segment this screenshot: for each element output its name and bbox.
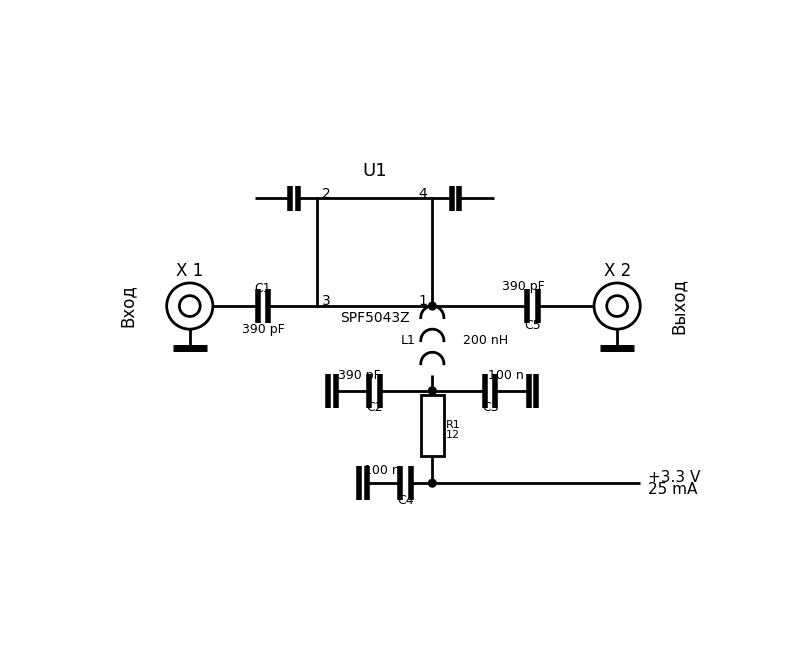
Text: Х 1: Х 1	[176, 262, 203, 280]
Text: SPF5043Z: SPF5043Z	[340, 311, 410, 325]
Text: 100 n: 100 n	[364, 463, 400, 477]
Text: 3: 3	[322, 294, 331, 309]
Text: R1: R1	[445, 420, 461, 430]
Text: C4: C4	[397, 493, 414, 507]
Text: 12: 12	[445, 430, 460, 440]
Circle shape	[607, 295, 627, 317]
Circle shape	[594, 283, 640, 329]
Text: Выход: Выход	[669, 278, 688, 334]
Text: 4: 4	[418, 187, 427, 201]
Circle shape	[429, 387, 436, 394]
Circle shape	[429, 479, 436, 487]
Circle shape	[167, 283, 213, 329]
Circle shape	[179, 295, 200, 317]
Text: 1: 1	[418, 294, 427, 309]
Text: Х 2: Х 2	[603, 262, 630, 280]
Text: L1: L1	[400, 334, 415, 347]
Text: C5: C5	[524, 319, 541, 332]
Text: U1: U1	[362, 162, 387, 181]
Text: Вход: Вход	[119, 285, 137, 327]
Circle shape	[429, 302, 436, 310]
Text: 390 pF: 390 pF	[502, 280, 545, 293]
Text: C3: C3	[482, 401, 499, 414]
Text: 2: 2	[322, 187, 331, 201]
Text: 390 pF: 390 pF	[241, 323, 284, 336]
Bar	[421, 394, 444, 456]
Text: 390 pF: 390 pF	[337, 369, 380, 382]
Text: C2: C2	[366, 401, 383, 414]
Text: +3.3 V: +3.3 V	[648, 469, 700, 485]
Text: 100 n: 100 n	[488, 369, 523, 382]
Bar	[317, 199, 433, 306]
Text: C1: C1	[255, 282, 272, 295]
Text: 25 mA: 25 mA	[648, 482, 697, 497]
Text: 200 nH: 200 nH	[463, 334, 508, 347]
